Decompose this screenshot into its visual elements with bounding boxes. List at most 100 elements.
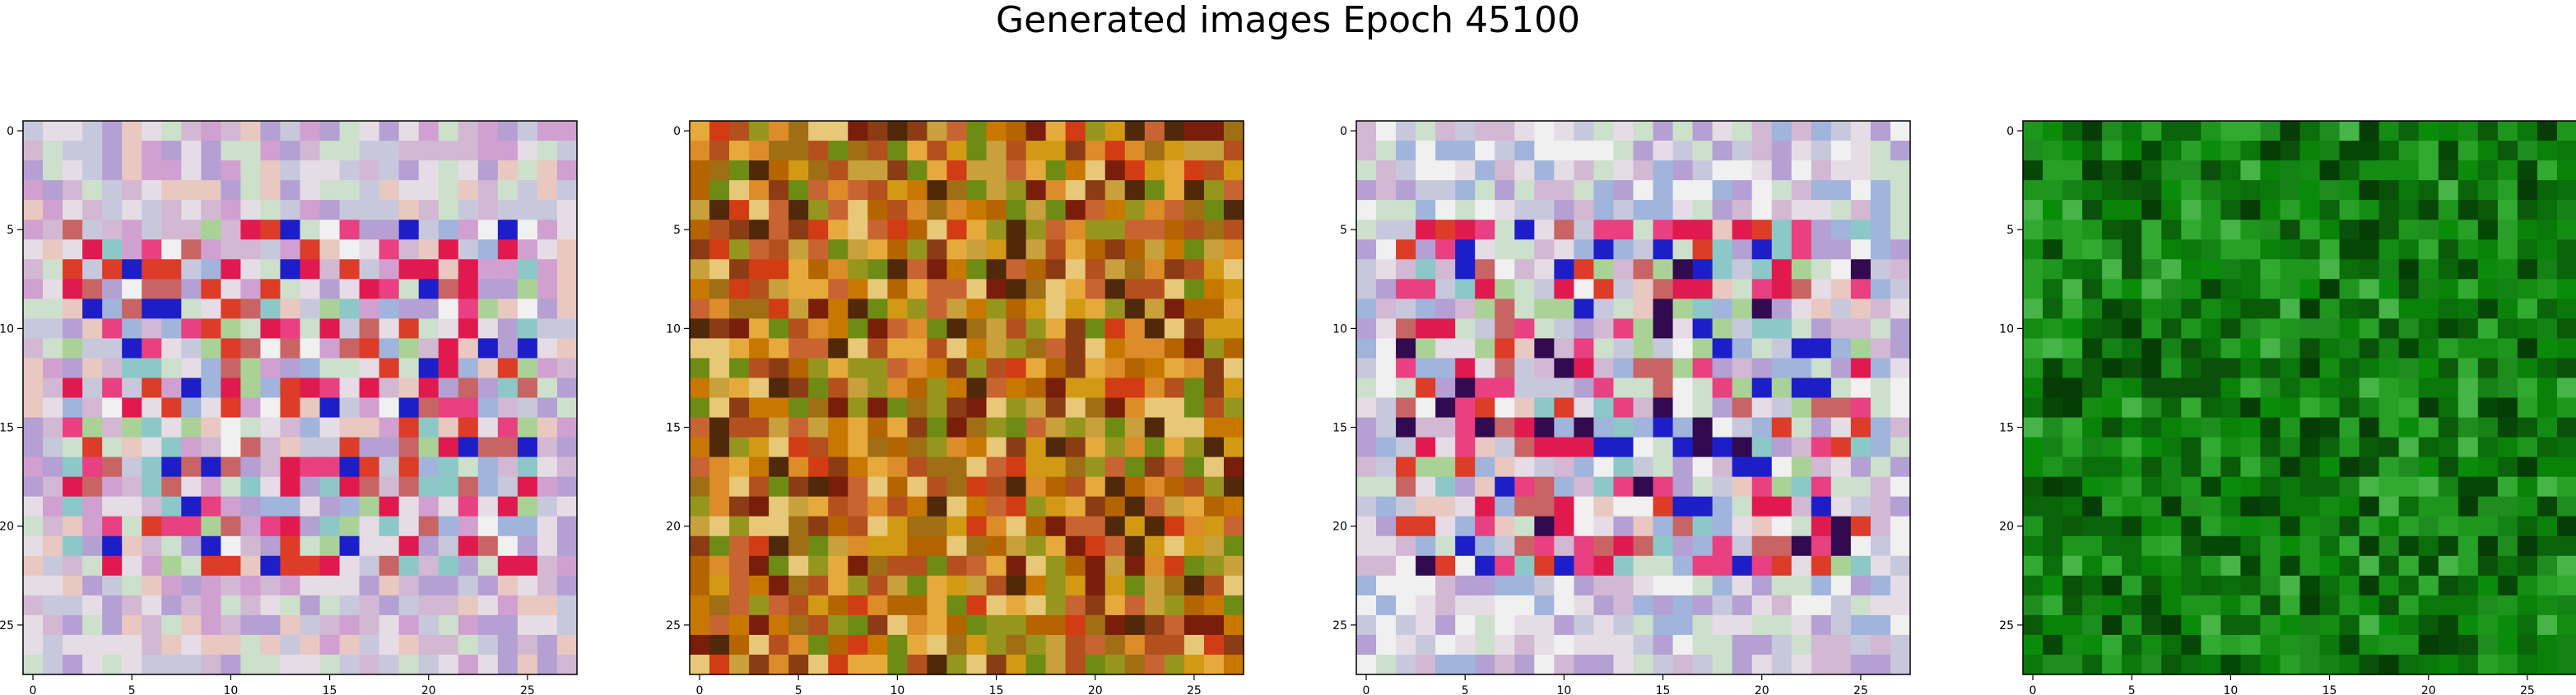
pixel-cell — [2043, 318, 2063, 339]
pixel-cell — [2161, 555, 2182, 577]
pixel-cell — [1065, 535, 1086, 557]
pixel-cell — [907, 259, 928, 280]
pixel-cell — [1183, 654, 1205, 675]
pixel-cell — [1850, 121, 1872, 141]
pixel-cell — [1653, 378, 1674, 399]
pixel-cell — [1396, 535, 1416, 557]
pixel-cell — [1771, 614, 1793, 636]
pixel-cell — [1830, 160, 1852, 181]
pixel-cell — [1006, 516, 1027, 537]
pixel-cell — [1751, 259, 1773, 280]
pixel-cell — [2141, 299, 2162, 319]
pixel-cell — [438, 437, 459, 458]
pixel-cell — [1534, 318, 1555, 339]
pixel-cell — [808, 575, 829, 596]
pixel-cell — [1376, 397, 1397, 419]
pixel-cell — [1455, 456, 1476, 478]
pixel-cell — [181, 358, 202, 379]
pixel-cell — [1534, 358, 1555, 379]
pixel-cell — [517, 180, 538, 201]
pixel-cell — [2141, 516, 2162, 537]
pixel-cell — [2082, 535, 2103, 557]
pixel-cell — [808, 160, 829, 181]
pixel-cell — [966, 141, 988, 161]
pixel-cell — [2260, 555, 2281, 577]
y-tick-label: 25 — [1999, 619, 2014, 632]
pixel-cell — [1183, 141, 1205, 161]
pixel-cell — [221, 456, 241, 478]
pixel-cell — [517, 595, 538, 616]
pixel-cell — [556, 160, 578, 181]
pixel-cell — [2161, 496, 2182, 517]
pixel-cell — [1771, 160, 1793, 181]
pixel-cell — [319, 496, 341, 517]
pixel-cell — [690, 299, 710, 319]
pixel-cell — [1870, 338, 1891, 359]
pixel-cell — [1356, 121, 1377, 141]
pixel-cell — [1495, 180, 1515, 201]
pixel-cell — [1416, 456, 1436, 478]
pixel-cell — [1025, 180, 1047, 201]
pixel-cell — [1144, 456, 1165, 478]
pixel-cell — [2240, 595, 2262, 616]
pixel-cell — [749, 535, 770, 557]
pixel-cell — [43, 378, 63, 399]
pixel-cell — [240, 239, 262, 260]
pixel-cell — [1712, 220, 1733, 240]
pixel-cell — [1223, 220, 1244, 240]
pixel-cell — [1613, 654, 1634, 675]
pixel-cell — [1732, 476, 1753, 498]
pixel-cell — [1692, 141, 1713, 161]
pixel-cell — [2536, 575, 2558, 596]
pixel-cell — [828, 535, 849, 557]
pixel-cell — [2398, 180, 2420, 201]
pixel-cell — [379, 358, 400, 379]
pixel-cell — [537, 358, 558, 379]
pixel-cell — [1495, 535, 1515, 557]
pixel-cell — [2438, 575, 2459, 596]
pixel-cell — [438, 496, 459, 517]
pixel-cell — [1376, 575, 1397, 596]
pixel-cell — [1376, 654, 1397, 675]
pixel-cell — [808, 654, 829, 675]
pixel-cell — [2062, 358, 2083, 379]
pixel-cell — [1751, 121, 1773, 141]
pixel-cell — [1144, 141, 1165, 161]
pixel-cell — [2043, 575, 2063, 596]
pixel-cell — [2201, 496, 2221, 517]
pixel-cell — [2062, 476, 2083, 498]
pixel-cell — [1203, 456, 1225, 478]
pixel-cell — [300, 476, 321, 498]
pixel-cell — [848, 358, 868, 379]
pixel-cell — [2497, 299, 2518, 319]
pixel-cell — [1751, 595, 1773, 616]
pixel-cell — [1183, 437, 1205, 458]
pixel-cell — [260, 259, 281, 280]
pixel-cell — [1124, 378, 1146, 399]
pixel-cell — [181, 654, 202, 675]
pixel-cell — [2477, 220, 2499, 240]
pixel-cell — [1890, 575, 1911, 596]
pixel-cell — [2260, 318, 2281, 339]
pixel-cell — [122, 575, 142, 596]
pixel-cell — [2319, 200, 2341, 220]
pixel-cell — [729, 397, 750, 419]
pixel-cell — [2477, 476, 2499, 498]
pixel-cell — [23, 160, 44, 181]
pixel-cell — [1045, 239, 1067, 260]
pixel-cell — [438, 397, 459, 419]
pixel-cell — [1356, 575, 1377, 596]
pixel-cell — [2220, 654, 2241, 675]
pixel-cell — [1791, 239, 1812, 260]
pixel-cell — [1574, 437, 1595, 458]
pixel-cell — [1514, 200, 1535, 220]
pixel-cell — [1732, 595, 1753, 616]
pixel-cell — [477, 476, 499, 498]
pixel-cell — [477, 555, 499, 577]
pixel-cell — [1376, 299, 1397, 319]
pixel-cell — [2122, 417, 2142, 438]
pixel-cell — [2122, 614, 2142, 636]
pixel-cell — [2457, 239, 2479, 260]
pixel-cell — [1416, 318, 1436, 339]
pixel-cell — [2260, 575, 2281, 596]
